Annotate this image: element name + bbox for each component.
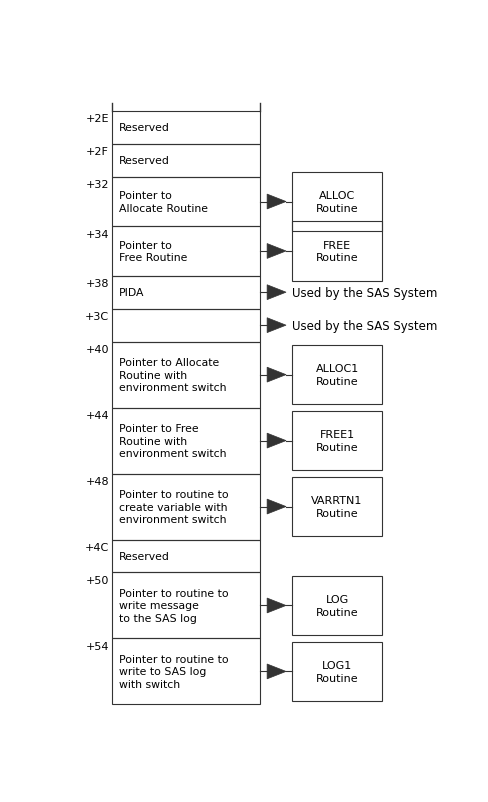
Polygon shape xyxy=(267,500,286,514)
Text: +50: +50 xyxy=(86,575,109,585)
Text: Used by the SAS System: Used by the SAS System xyxy=(292,319,437,332)
Bar xyxy=(112,342,260,408)
Text: +4C: +4C xyxy=(85,542,109,553)
Bar xyxy=(292,576,383,635)
Text: ALLOC
Routine: ALLOC Routine xyxy=(316,191,358,213)
Text: +2F: +2F xyxy=(86,147,109,157)
Bar xyxy=(292,346,383,405)
Polygon shape xyxy=(267,434,286,448)
Polygon shape xyxy=(267,318,286,333)
Bar xyxy=(112,227,260,277)
Text: Reserved: Reserved xyxy=(119,156,170,166)
Bar xyxy=(112,474,260,540)
Bar xyxy=(112,310,260,342)
Text: ALLOC1
Routine: ALLOC1 Routine xyxy=(315,364,359,387)
Bar xyxy=(292,172,383,232)
Polygon shape xyxy=(267,664,286,679)
Text: +32: +32 xyxy=(85,180,109,190)
Text: VARRTN1
Routine: VARRTN1 Routine xyxy=(311,496,363,518)
Bar xyxy=(112,144,260,177)
Bar xyxy=(112,111,260,144)
Text: +54: +54 xyxy=(85,641,109,651)
Text: LOG
Routine: LOG Routine xyxy=(316,594,358,617)
Text: Pointer to routine to
write to SAS log
with switch: Pointer to routine to write to SAS log w… xyxy=(119,654,228,689)
Text: +48: +48 xyxy=(85,476,109,487)
Polygon shape xyxy=(267,368,286,383)
Polygon shape xyxy=(267,245,286,259)
Text: +40: +40 xyxy=(85,345,109,354)
Text: Pointer to
Allocate Routine: Pointer to Allocate Routine xyxy=(119,191,208,213)
Text: +2E: +2E xyxy=(85,114,109,124)
Bar xyxy=(292,477,383,537)
Polygon shape xyxy=(267,598,286,613)
Text: +3C: +3C xyxy=(85,312,109,322)
Bar xyxy=(112,277,260,310)
Text: FREE
Routine: FREE Routine xyxy=(316,241,358,263)
Bar xyxy=(112,177,260,227)
Text: Pointer to routine to
write message
to the SAS log: Pointer to routine to write message to t… xyxy=(119,589,228,623)
Text: FREE1
Routine: FREE1 Routine xyxy=(316,430,358,452)
Text: LOG1
Routine: LOG1 Routine xyxy=(316,660,358,683)
Text: Pointer to Allocate
Routine with
environment switch: Pointer to Allocate Routine with environ… xyxy=(119,358,226,392)
Bar xyxy=(112,540,260,573)
Text: Pointer to
Free Routine: Pointer to Free Routine xyxy=(119,241,187,263)
Text: +38: +38 xyxy=(85,279,109,289)
Bar xyxy=(292,222,383,282)
Bar xyxy=(292,642,383,701)
Text: Pointer to routine to
create variable with
environment switch: Pointer to routine to create variable wi… xyxy=(119,489,228,525)
Bar xyxy=(292,411,383,471)
Polygon shape xyxy=(267,195,286,209)
Bar xyxy=(112,638,260,704)
Text: +34: +34 xyxy=(85,229,109,240)
Text: Reserved: Reserved xyxy=(119,124,170,133)
Polygon shape xyxy=(267,286,286,300)
Bar xyxy=(112,408,260,474)
Text: PIDA: PIDA xyxy=(119,288,144,298)
Text: Reserved: Reserved xyxy=(119,551,170,561)
Text: Pointer to Free
Routine with
environment switch: Pointer to Free Routine with environment… xyxy=(119,423,226,459)
Text: Used by the SAS System: Used by the SAS System xyxy=(292,286,437,299)
Text: +44: +44 xyxy=(85,411,109,420)
Bar xyxy=(112,573,260,638)
